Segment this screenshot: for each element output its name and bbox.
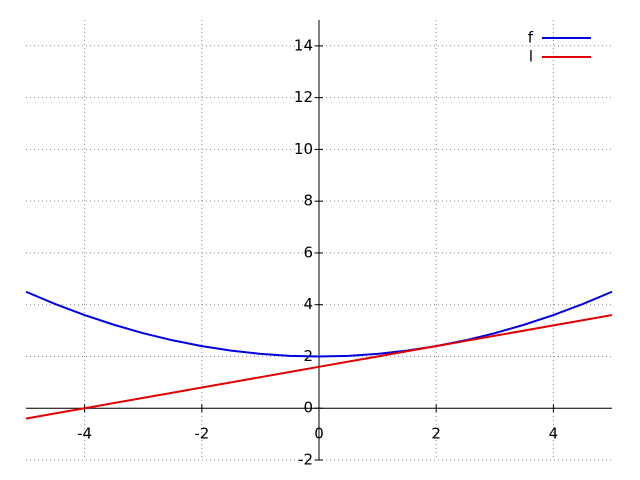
legend-label: f <box>528 29 534 47</box>
series-line <box>25 314 613 420</box>
y-tick-label: 4 <box>303 295 313 313</box>
series-line <box>25 290 613 358</box>
legend-label: l <box>529 48 533 66</box>
y-tick-label: -2 <box>298 451 313 469</box>
x-tick-label: 2 <box>431 425 441 443</box>
x-tick-label: 4 <box>549 425 559 443</box>
x-tick-label: -4 <box>77 425 92 443</box>
y-tick-label: 6 <box>303 243 313 261</box>
y-tick-label: 12 <box>294 88 313 106</box>
y-tick-label: 10 <box>294 140 313 158</box>
y-tick-label: 14 <box>294 36 313 54</box>
y-tick-label: 8 <box>303 192 313 210</box>
x-tick-label: -2 <box>194 425 209 443</box>
